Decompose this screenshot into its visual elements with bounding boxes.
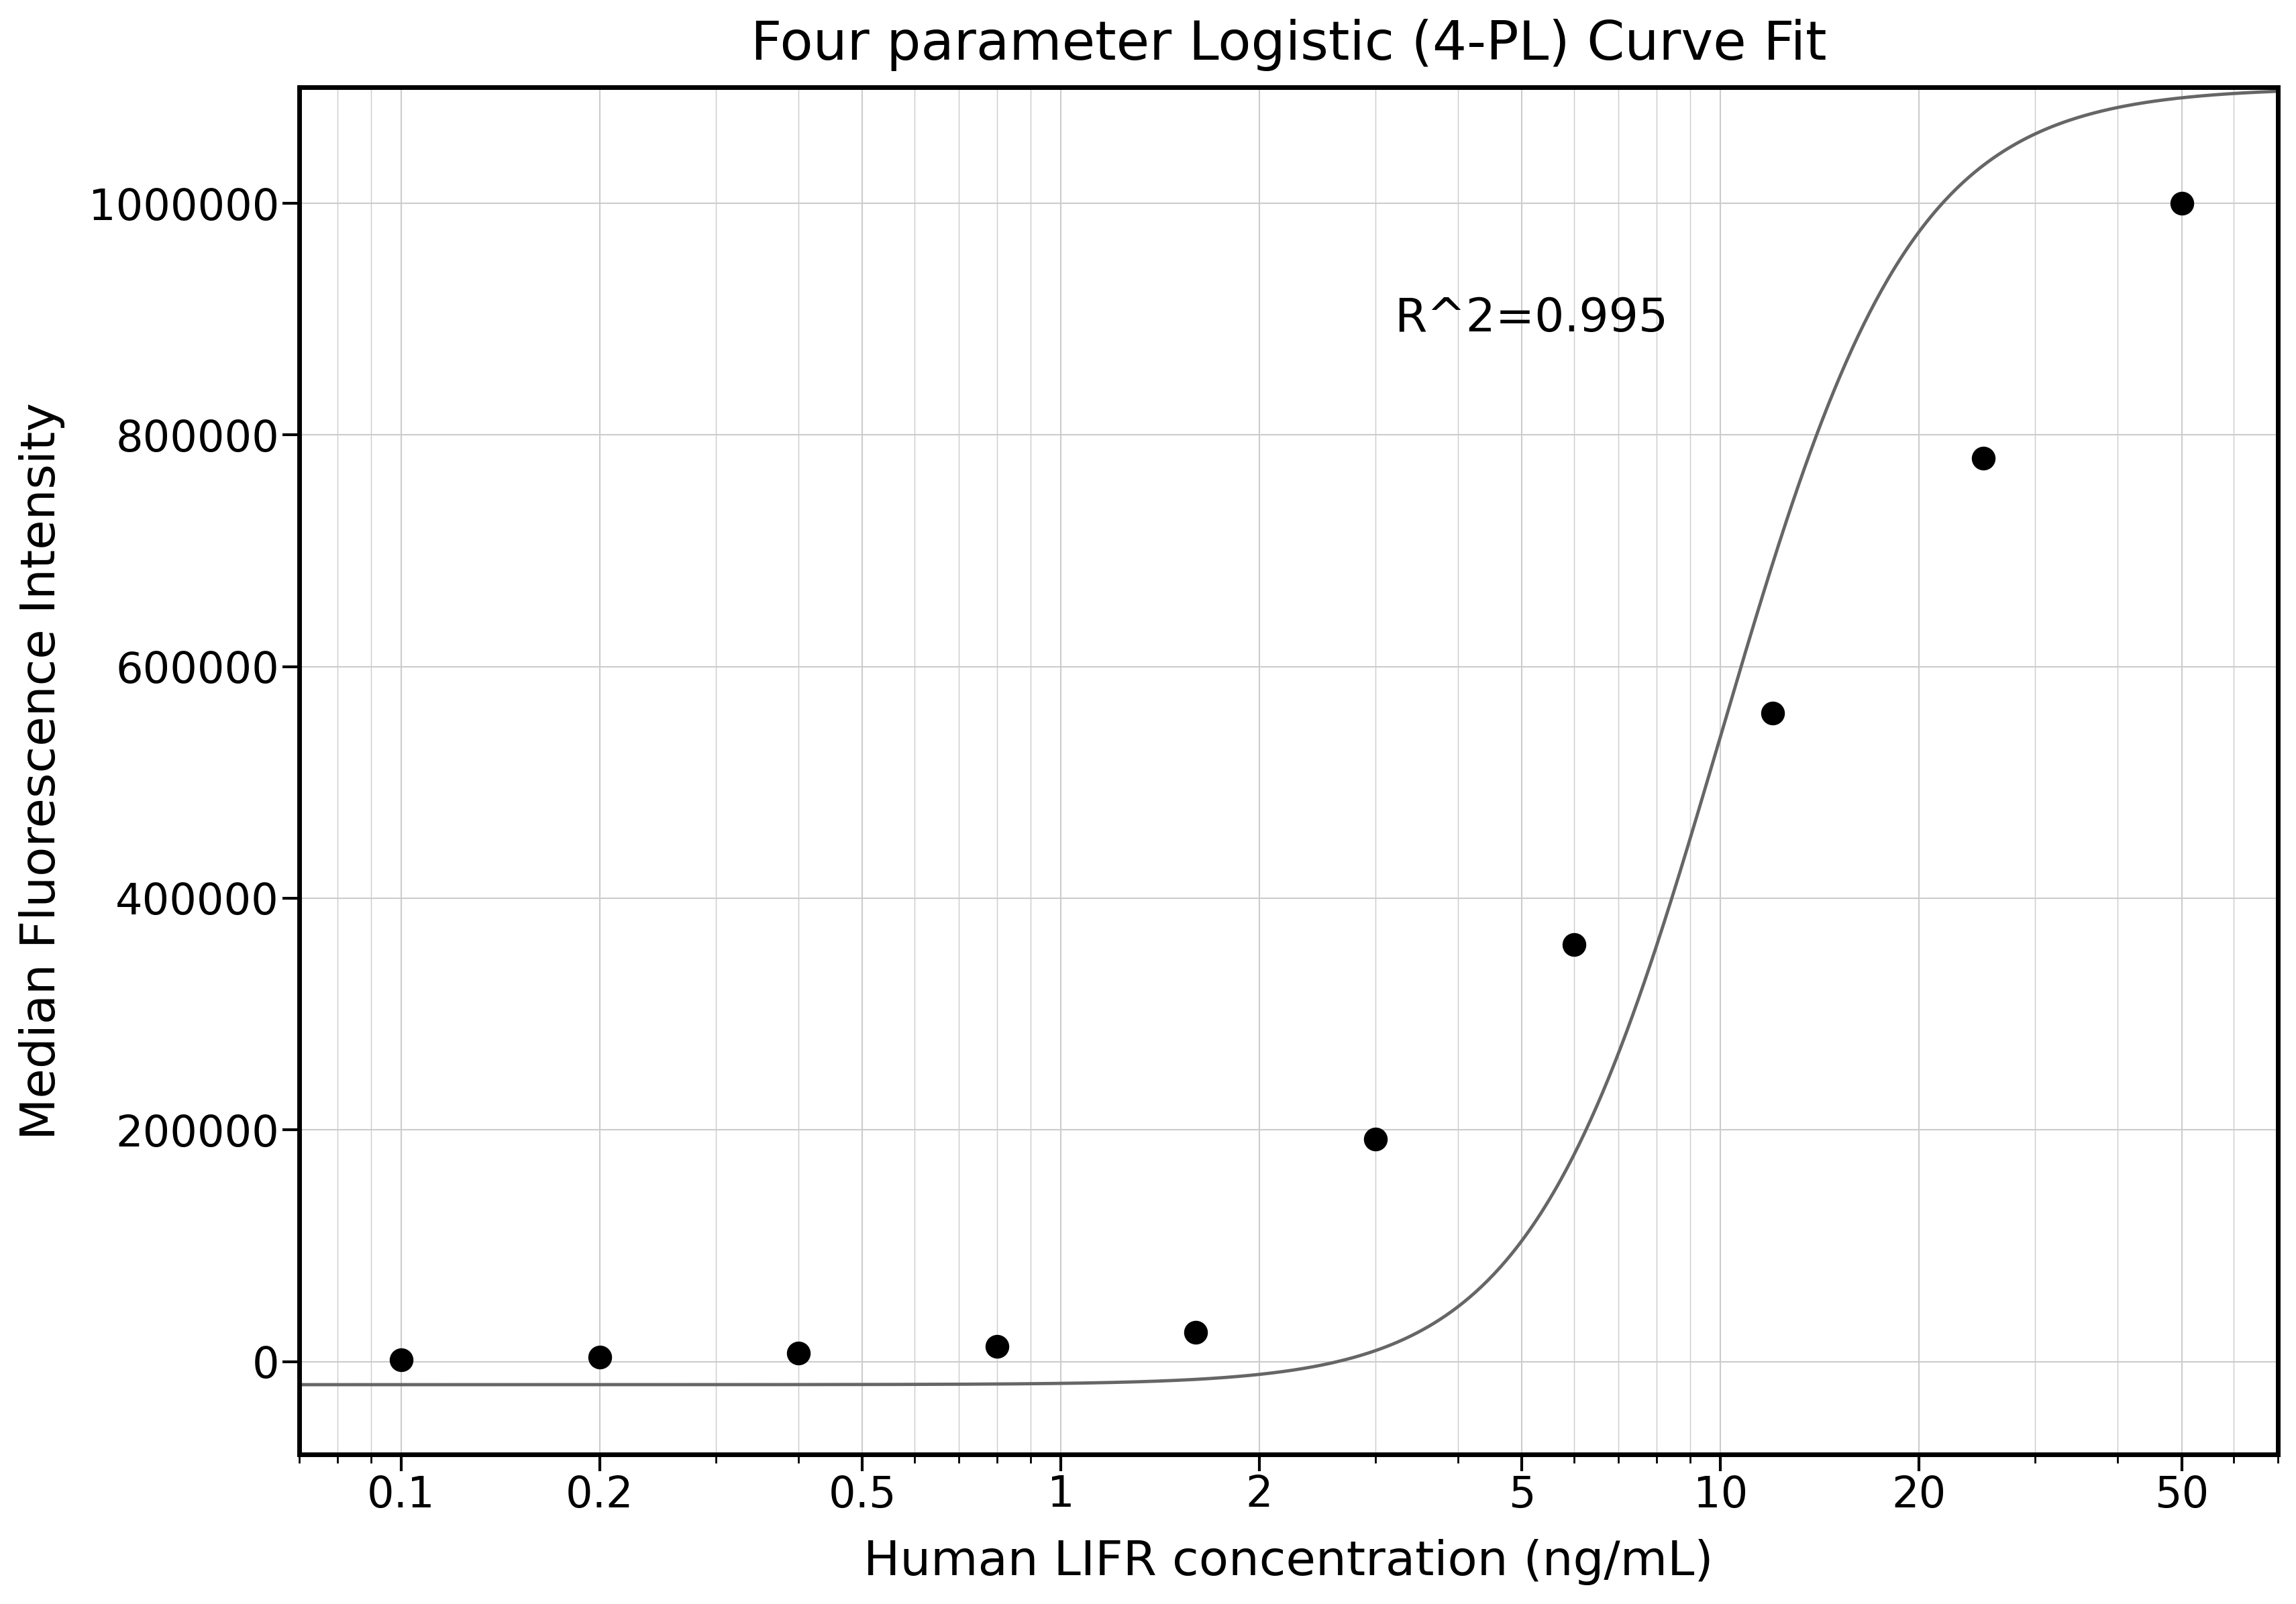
Point [1554,932,1591,958]
Title: Four parameter Logistic (4-PL) Curve Fit: Four parameter Logistic (4-PL) Curve Fit [751,19,1825,71]
Point [1178,1320,1215,1346]
Point [781,1341,817,1367]
Point [581,1344,618,1370]
Point [1754,699,1791,725]
Text: R^2=0.995: R^2=0.995 [1394,297,1667,342]
Point [2163,191,2200,217]
Point [1357,1126,1394,1152]
X-axis label: Human LIFR concentration (ng/mL): Human LIFR concentration (ng/mL) [863,1540,1713,1585]
Point [383,1347,420,1373]
Point [978,1333,1015,1359]
Point [1963,446,2000,472]
Y-axis label: Median Fluorescence Intensity: Median Fluorescence Intensity [18,403,64,1139]
